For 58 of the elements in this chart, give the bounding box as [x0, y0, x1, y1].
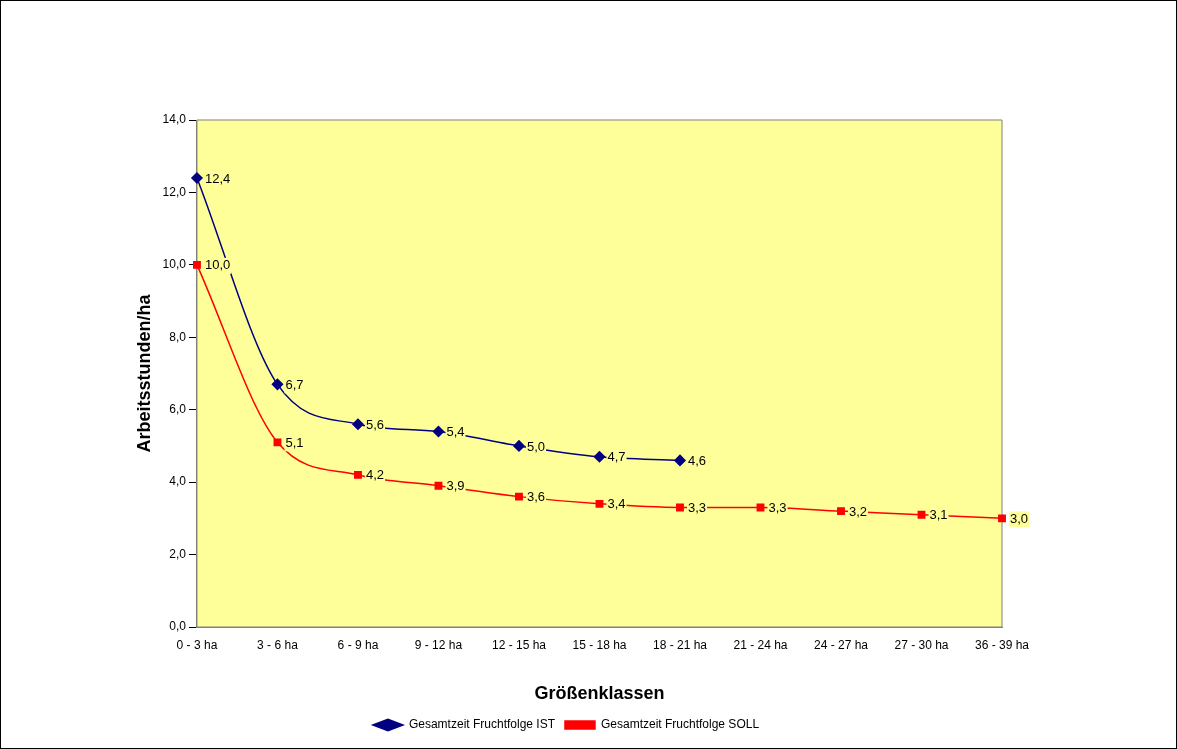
- y-tick-label: 10,0: [162, 257, 187, 272]
- x-axis-title: Größenklassen: [534, 683, 665, 704]
- y-tick-label: 12,0: [162, 184, 187, 199]
- point: [273, 438, 282, 447]
- point: [837, 507, 845, 516]
- data-label: 5,0: [526, 438, 546, 454]
- data-label: 3,6: [526, 489, 546, 505]
- y-tick-label: 6,0: [169, 402, 187, 417]
- point: [432, 425, 445, 438]
- point: [595, 499, 604, 508]
- point: [917, 510, 926, 519]
- y-tick-label: 0,0: [169, 619, 187, 634]
- point: [271, 378, 284, 391]
- x-tick-label: 15 - 18 ha: [572, 637, 627, 652]
- point: [515, 492, 523, 501]
- data-label: 3,2: [848, 503, 868, 519]
- x-tick-label: 36 - 39 ha: [974, 637, 1030, 652]
- point: [513, 440, 525, 452]
- y-tick-label: 14,0: [162, 112, 187, 127]
- point: [193, 260, 201, 269]
- x-tick-label: 3 - 6 ha: [257, 637, 299, 652]
- data-label: 3,3: [768, 500, 787, 516]
- point: [676, 503, 684, 512]
- data-label: 4,7: [607, 449, 626, 465]
- data-label: 3,1: [929, 507, 948, 523]
- y-tick-label: 4,0: [169, 474, 187, 489]
- x-tick-label: 21 - 24 ha: [733, 637, 788, 652]
- data-label: 3,0: [1010, 510, 1029, 526]
- point: [998, 514, 1006, 523]
- y-axis-title: Arbeitsstunden/ha: [133, 293, 154, 453]
- y-tick-label: 8,0: [169, 329, 187, 344]
- x-tick-label: 6 - 9 ha: [337, 637, 379, 652]
- x-tick-label: 0 - 3 ha: [176, 637, 218, 652]
- legend-label: Gesamtzeit Fruchtfolge SOLL: [600, 717, 760, 732]
- data-label: 6,7: [285, 376, 304, 392]
- data-label: 3,3: [687, 500, 707, 516]
- x-tick-label: 24 - 27 ha: [813, 637, 869, 652]
- y-tick-label: 2,0: [169, 546, 187, 561]
- data-label: 3,9: [446, 478, 465, 494]
- point: [352, 418, 364, 430]
- data-label: 4,2: [365, 467, 385, 483]
- x-tick-label: 27 - 30 ha: [894, 637, 949, 652]
- legend-label: Gesamtzeit Fruchtfolge IST: [408, 717, 556, 732]
- data-label: 5,6: [365, 416, 385, 432]
- point: [354, 470, 362, 479]
- point: [674, 454, 686, 467]
- x-tick-label: 18 - 21 ha: [652, 637, 708, 652]
- data-label: 10,0: [204, 257, 231, 273]
- x-tick-label: 12 - 15 ha: [491, 637, 547, 652]
- data-label: 4,6: [687, 452, 707, 468]
- data-label: 5,4: [446, 424, 465, 440]
- point: [593, 451, 606, 463]
- data-label: 12,4: [204, 170, 231, 186]
- point: [191, 172, 203, 184]
- x-tick-label: 9 - 12 ha: [414, 637, 463, 652]
- point: [434, 481, 443, 490]
- data-label: 5,1: [285, 434, 304, 450]
- data-label: 3,4: [607, 496, 626, 512]
